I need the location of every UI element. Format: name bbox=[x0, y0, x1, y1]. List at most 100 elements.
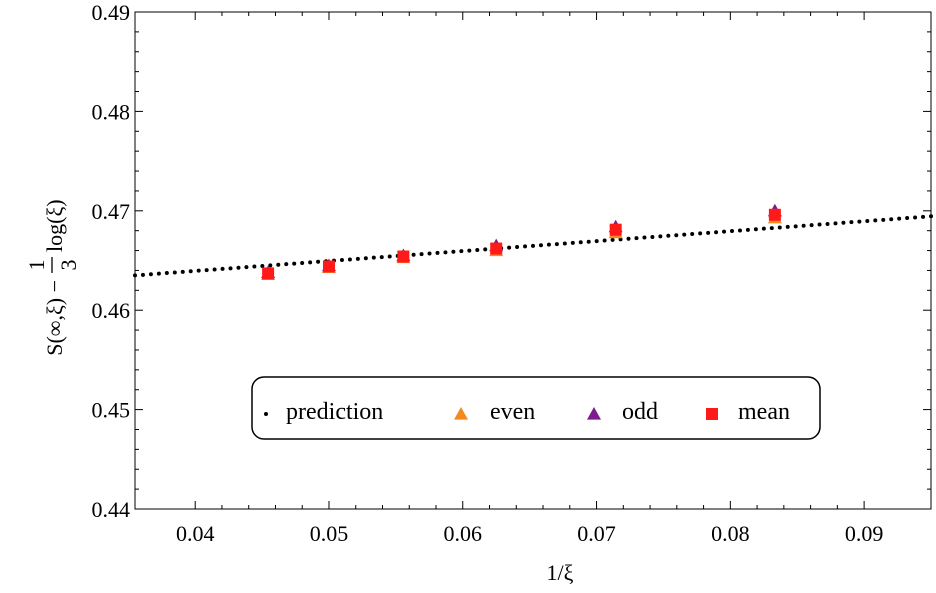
prediction-point bbox=[148, 272, 153, 277]
legend-marker-prediction bbox=[264, 412, 268, 416]
prediction-point bbox=[769, 226, 774, 231]
prediction-point bbox=[156, 271, 161, 276]
x-tick-label: 0.07 bbox=[577, 521, 616, 546]
legend-box bbox=[251, 376, 821, 440]
prediction-point bbox=[164, 271, 169, 276]
prediction-point bbox=[865, 218, 870, 223]
prediction-point bbox=[244, 265, 249, 270]
prediction-point bbox=[674, 233, 679, 238]
x-tick-label: 0.05 bbox=[310, 521, 349, 546]
prediction-point bbox=[268, 263, 273, 268]
prediction-point bbox=[690, 232, 695, 237]
legend-marker-mean bbox=[706, 408, 718, 420]
prediction-point bbox=[801, 223, 806, 228]
prediction-point bbox=[546, 242, 551, 247]
prediction-point bbox=[483, 247, 488, 252]
prediction-point bbox=[355, 256, 360, 261]
prediction-point bbox=[467, 248, 472, 253]
prediction-point bbox=[714, 230, 719, 235]
y-tick-label: 0.45 bbox=[92, 398, 131, 423]
prediction-point bbox=[698, 231, 703, 236]
legend-item-prediction: prediction bbox=[264, 399, 383, 425]
y-axis-label-prefix: S(∞,ξ) − bbox=[42, 280, 67, 356]
prediction-point bbox=[435, 250, 440, 255]
prediction-point bbox=[228, 266, 233, 271]
legend-label-mean: mean bbox=[738, 399, 790, 425]
mean-point bbox=[490, 242, 503, 255]
legend-label-even: even bbox=[490, 399, 535, 425]
prediction-point bbox=[316, 259, 321, 264]
axis-ticks bbox=[135, 11, 931, 510]
legend-item-mean: mean bbox=[706, 399, 790, 425]
prediction-point bbox=[419, 252, 424, 257]
prediction-point bbox=[618, 237, 623, 242]
prediction-point bbox=[188, 269, 193, 274]
mean-point bbox=[397, 250, 410, 263]
prediction-point bbox=[180, 269, 185, 274]
mean-point bbox=[609, 223, 622, 236]
prediction-point bbox=[172, 270, 177, 275]
y-tick-label: 0.46 bbox=[92, 298, 131, 323]
prediction-point bbox=[642, 235, 647, 240]
prediction-point bbox=[531, 243, 535, 248]
prediction-point bbox=[745, 227, 750, 232]
prediction-point bbox=[578, 240, 583, 245]
y-axis-label-frac-num: 1 bbox=[24, 260, 49, 271]
prediction-point bbox=[515, 245, 520, 250]
y-axis-label-suffix: log(ξ) bbox=[42, 199, 67, 252]
y-tick-label: 0.49 bbox=[92, 0, 131, 25]
prediction-point bbox=[897, 216, 902, 221]
prediction-point bbox=[761, 226, 766, 231]
prediction-point bbox=[825, 221, 830, 226]
prediction-point bbox=[212, 267, 217, 272]
prediction-point bbox=[363, 256, 368, 261]
prediction-point bbox=[292, 261, 297, 266]
legend-item-even: even bbox=[454, 399, 535, 425]
prediction-point bbox=[300, 260, 305, 265]
prediction-point bbox=[570, 240, 575, 245]
prediction-point bbox=[881, 217, 886, 222]
prediction-point bbox=[347, 257, 352, 262]
legend: prediction even odd mean bbox=[251, 376, 821, 440]
data-marks bbox=[133, 203, 933, 281]
series-odd bbox=[261, 203, 782, 279]
prediction-point bbox=[889, 217, 894, 222]
x-tick-label: 0.09 bbox=[845, 521, 884, 546]
prediction-point bbox=[658, 234, 663, 239]
prediction-point bbox=[626, 236, 631, 241]
legend-label-odd: odd bbox=[622, 399, 658, 425]
y-tick-label: 0.44 bbox=[92, 497, 131, 522]
prediction-point bbox=[475, 247, 480, 252]
prediction-point bbox=[682, 232, 687, 237]
mean-point bbox=[262, 267, 275, 280]
prediction-point bbox=[650, 234, 655, 239]
x-axis-label: 1/ξ bbox=[547, 560, 574, 585]
prediction-point bbox=[308, 260, 313, 265]
prediction-point bbox=[634, 236, 639, 241]
series-prediction bbox=[133, 214, 933, 278]
prediction-point bbox=[841, 220, 846, 225]
prediction-point bbox=[610, 237, 615, 242]
prediction-point bbox=[451, 249, 456, 254]
prediction-point bbox=[905, 216, 910, 221]
y-tick-label: 0.47 bbox=[92, 199, 131, 224]
prediction-point bbox=[554, 242, 559, 247]
prediction-point bbox=[507, 245, 512, 250]
prediction-point bbox=[562, 241, 567, 246]
mean-point bbox=[768, 208, 781, 221]
prediction-point bbox=[785, 224, 790, 229]
plot-frame bbox=[134, 11, 932, 510]
prediction-point bbox=[849, 220, 854, 225]
prediction-point bbox=[236, 265, 241, 270]
x-tick-label: 0.06 bbox=[444, 521, 483, 546]
prediction-point bbox=[252, 264, 257, 269]
prediction-point bbox=[753, 227, 758, 232]
prediction-point bbox=[523, 244, 528, 249]
prediction-point bbox=[220, 266, 225, 271]
prediction-point bbox=[339, 258, 344, 263]
prediction-point bbox=[586, 239, 591, 244]
prediction-point bbox=[276, 262, 281, 267]
prediction-point bbox=[722, 229, 727, 234]
prediction-point bbox=[140, 272, 145, 277]
prediction-point bbox=[427, 251, 432, 256]
